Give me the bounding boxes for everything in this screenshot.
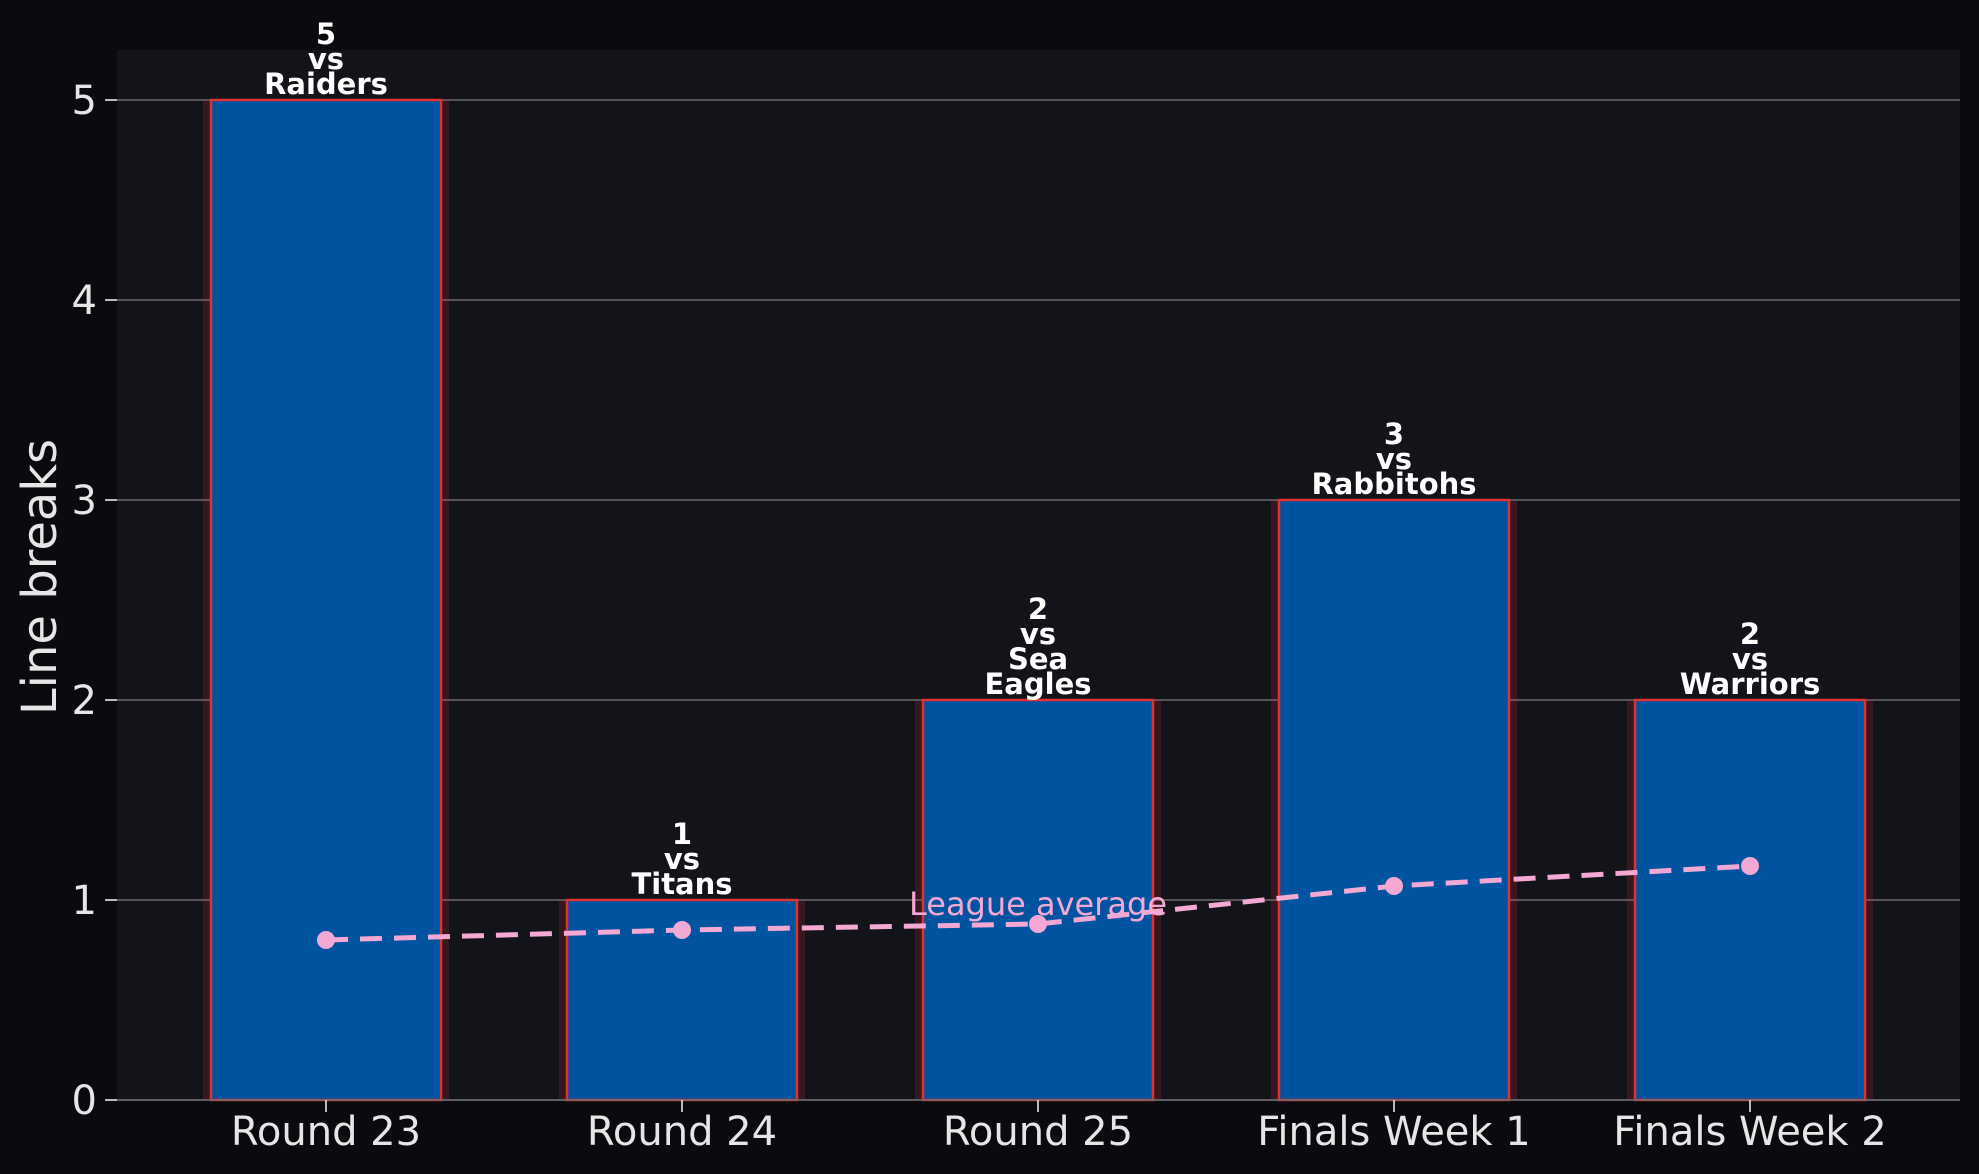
bar-value-label: Sea: [1008, 642, 1068, 676]
average-point: [1741, 857, 1759, 875]
y-tick-label: 0: [72, 1078, 97, 1124]
bar-value-label: Rabbitohs: [1311, 467, 1476, 501]
x-tick-label: Finals Week 2: [1613, 1109, 1887, 1155]
y-axis-title: Line breaks: [12, 439, 68, 715]
bar-value-label: vs: [1732, 642, 1768, 676]
bar-value-label: 1: [672, 817, 692, 851]
y-tick-label: 1: [72, 878, 97, 924]
average-point: [673, 921, 691, 939]
bar-value-label: Raiders: [264, 67, 388, 101]
y-tick-label: 4: [72, 278, 97, 324]
x-tick-label: Round 25: [943, 1109, 1133, 1155]
bar-value-label: 5: [316, 17, 336, 51]
bar-value-label: 3: [1384, 417, 1404, 451]
bar-value-label: 2: [1740, 617, 1760, 651]
data-labels: 5vsRaiders1vsTitans2vsSeaEagles3vsRabbit…: [264, 17, 1820, 901]
x-tick-label: Finals Week 1: [1257, 1109, 1531, 1155]
y-tick-label: 2: [72, 678, 97, 724]
average-point: [1385, 877, 1403, 895]
bar-value-label: Eagles: [984, 667, 1091, 701]
bar-value-label: Titans: [631, 867, 732, 901]
x-tick-label: Round 24: [587, 1109, 777, 1155]
x-tick-label: Round 23: [231, 1109, 421, 1155]
y-tick-label: 5: [72, 78, 97, 124]
bar-value-label: 2: [1028, 592, 1048, 626]
y-tick-label: 3: [72, 478, 97, 524]
bar: [209, 98, 443, 1102]
average-line-series: League average: [317, 857, 1759, 949]
bar-value-label: Warriors: [1680, 667, 1821, 701]
bar-value-label: vs: [308, 42, 344, 76]
bar-value-label: vs: [1020, 617, 1056, 651]
bar-value-label: vs: [1376, 442, 1412, 476]
average-point: [1029, 915, 1047, 933]
axes: 0 1 2 3 4 5 Round 23 Round 24 Round 25 Finals Wee…: [72, 78, 1960, 1155]
average-line-label: League average: [909, 885, 1167, 923]
bar-value-label: vs: [664, 842, 700, 876]
bar: [921, 698, 1155, 1102]
bar: [1633, 698, 1867, 1102]
average-point: [317, 931, 335, 949]
bar: [1277, 498, 1511, 1102]
